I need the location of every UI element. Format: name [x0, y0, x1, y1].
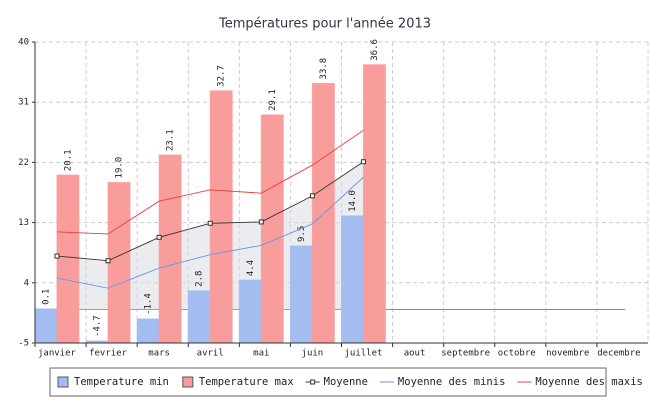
- x-tick-label: octobre: [498, 349, 536, 359]
- bar: [56, 174, 80, 344]
- legend: Temperature min Temperature max Moyenne Moy…: [57, 376, 643, 388]
- legend-label: Moyenne des minis: [398, 376, 505, 388]
- data-label: 33.8: [319, 58, 329, 80]
- x-tick-label: septembre: [441, 349, 490, 359]
- legend-marker: [310, 379, 316, 385]
- data-label: 0.1: [41, 289, 51, 305]
- marker: [207, 220, 213, 226]
- data-label: 2.8: [195, 271, 205, 287]
- bar: [260, 114, 284, 344]
- x-tick-label: janvier: [38, 349, 77, 359]
- y-tick-label: 4: [24, 278, 29, 288]
- legend-box: [49, 367, 607, 397]
- bar: [158, 154, 182, 344]
- x-tick-label: mars: [148, 349, 170, 359]
- marker: [360, 159, 366, 165]
- data-label: 9.5: [297, 226, 307, 242]
- bar: [362, 64, 386, 344]
- x-tick-label: fevrier: [89, 349, 128, 359]
- bar: [311, 82, 335, 344]
- x-tick-label: novembre: [546, 349, 589, 359]
- y-tick-label: 31: [18, 98, 29, 108]
- marker: [54, 253, 60, 259]
- y-tick-label: 40: [18, 38, 29, 48]
- data-label: 14.0: [348, 190, 358, 212]
- x-tick-label: juin: [302, 349, 324, 359]
- data-label: 36.6: [370, 39, 380, 61]
- bar: [238, 279, 262, 344]
- chart-title: Températures pour l'année 2013: [218, 17, 431, 32]
- marker: [156, 234, 162, 240]
- data-label: 19.0: [115, 157, 125, 179]
- x-tick-label: decembre: [597, 349, 640, 359]
- bar: [107, 181, 131, 344]
- y-tick-label: 13: [18, 218, 29, 228]
- data-label: 20.1: [63, 149, 73, 171]
- bar: [209, 90, 233, 344]
- legend-swatch: [182, 376, 194, 388]
- marker: [258, 219, 264, 225]
- data-label: 4.4: [246, 260, 256, 276]
- y-tick-label: 22: [18, 158, 29, 168]
- marker: [309, 193, 315, 199]
- legend-label: Temperature max: [199, 376, 294, 388]
- marker: [105, 258, 111, 264]
- legend-label: Moyenne: [324, 376, 368, 388]
- x-tick-label: juillet: [344, 349, 382, 359]
- legend-label: Moyenne des maxis: [535, 376, 642, 388]
- bar: [34, 308, 58, 344]
- x-tick-label: aout: [404, 349, 426, 359]
- bar: [341, 215, 364, 344]
- data-label: -4.7: [93, 315, 103, 337]
- legend-label: Temperature min: [74, 376, 169, 388]
- bar: [136, 318, 160, 344]
- y-tick-label: -5: [18, 339, 29, 349]
- x-tick-label: mai: [253, 349, 269, 359]
- data-label: 29.1: [268, 89, 278, 111]
- legend-swatch: [57, 376, 69, 388]
- bar: [187, 290, 211, 344]
- bar: [289, 245, 313, 344]
- data-label: 32.7: [217, 65, 227, 87]
- data-label: -1.4: [144, 293, 154, 315]
- line: [56, 176, 364, 289]
- data-label: 23.1: [166, 129, 176, 151]
- line: [56, 129, 364, 235]
- x-tick-label: avril: [197, 349, 224, 359]
